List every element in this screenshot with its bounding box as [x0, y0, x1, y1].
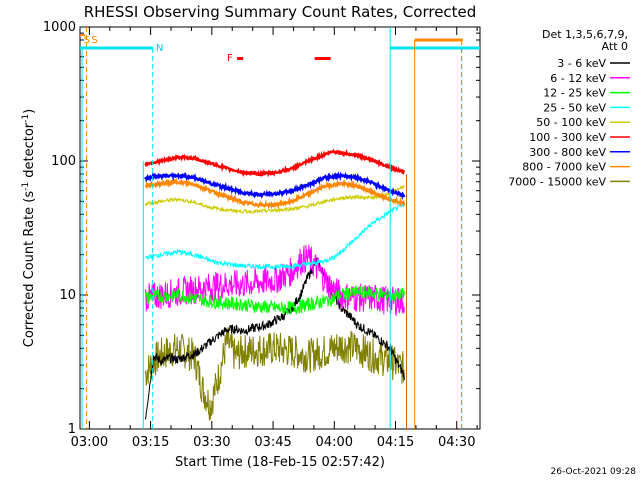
y-tick-labels: 1000 100 10 1 — [43, 20, 76, 437]
legend-header-line2: Att 0 — [602, 40, 628, 53]
x-tick-labels: 03:00 03:15 03:30 03:45 04:00 04:15 04:30 — [71, 435, 476, 450]
series-line-100-300-kev — [144, 148, 406, 178]
series-line-50-100-kev — [144, 184, 405, 215]
legend-entry-label: 3 - 6 keV — [557, 57, 606, 70]
x-tick-label: 03:45 — [254, 435, 291, 450]
x-tick-label: 04:15 — [377, 435, 414, 450]
x-tick-label: 04:00 — [316, 435, 353, 450]
x-tick-label: 03:30 — [193, 435, 230, 450]
legend-entry-label: 6 - 12 keV — [550, 72, 606, 85]
saa-letter: S — [91, 35, 97, 46]
footer-timestamp: 26-Oct-2021 09:28 — [551, 467, 637, 477]
y-tick-label: 1000 — [43, 20, 76, 35]
series-line-800-7000-kev — [144, 177, 406, 210]
legend-entry-label: 7000 - 15000 keV — [508, 175, 606, 188]
y-tick-label: 10 — [59, 288, 76, 303]
flare-letter: F — [227, 53, 233, 64]
x-axis-label: Start Time (18-Feb-15 02:57:42) — [175, 455, 385, 470]
y-axis-label: Corrected Count Rate (s-1 detector-1) — [21, 109, 37, 347]
series-line-7000-15000-kev — [144, 327, 405, 421]
flare-marker — [314, 57, 331, 60]
legend-entry-label: 100 - 300 keV — [529, 131, 606, 144]
night-letter: N — [156, 43, 163, 54]
series-line-12-25-kev — [144, 285, 405, 316]
overlay-layer: S S N F — [80, 27, 480, 429]
series-line-3-6-kev — [144, 257, 405, 420]
series-layer — [144, 148, 406, 421]
chart-title: RHESSI Observing Summary Count Rates, Co… — [84, 3, 477, 21]
legend-entry-label: 50 - 100 keV — [536, 116, 606, 129]
legend-entry-label: 12 - 25 keV — [543, 87, 606, 100]
flare-marker — [237, 57, 244, 60]
y-tick-label: 1 — [68, 422, 76, 437]
y-axis-label-end: ) — [22, 109, 37, 114]
y-axis-label-main: Corrected Count Rate (s — [22, 191, 37, 348]
legend-header-line1: Det 1,3,5,6,7,9, — [542, 28, 628, 41]
legend-entry-label: 25 - 50 keV — [543, 101, 606, 114]
series-line-25-50-kev — [145, 202, 405, 271]
x-tick-label: 03:15 — [132, 435, 169, 450]
x-tick-label: 04:30 — [438, 435, 475, 450]
axis-ticks — [80, 27, 480, 430]
y-axis-label-sup2: -1 — [21, 114, 31, 123]
y-axis-label-sup1: -1 — [21, 182, 31, 191]
plot-frame — [79, 26, 481, 430]
saa-letter: S — [84, 35, 90, 46]
y-axis-label-mid: detector — [22, 122, 37, 182]
y-tick-label: 100 — [51, 154, 76, 169]
x-tick-label: 03:00 — [71, 435, 108, 450]
series-line-300-800-kev — [144, 171, 406, 201]
legend: Det 1,3,5,6,7,9, Att 0 3 - 6 keV 6 - 12 k… — [508, 28, 630, 188]
legend-entry-label: 300 - 800 keV — [529, 146, 606, 159]
legend-entry-label: 800 - 7000 keV — [522, 161, 606, 174]
